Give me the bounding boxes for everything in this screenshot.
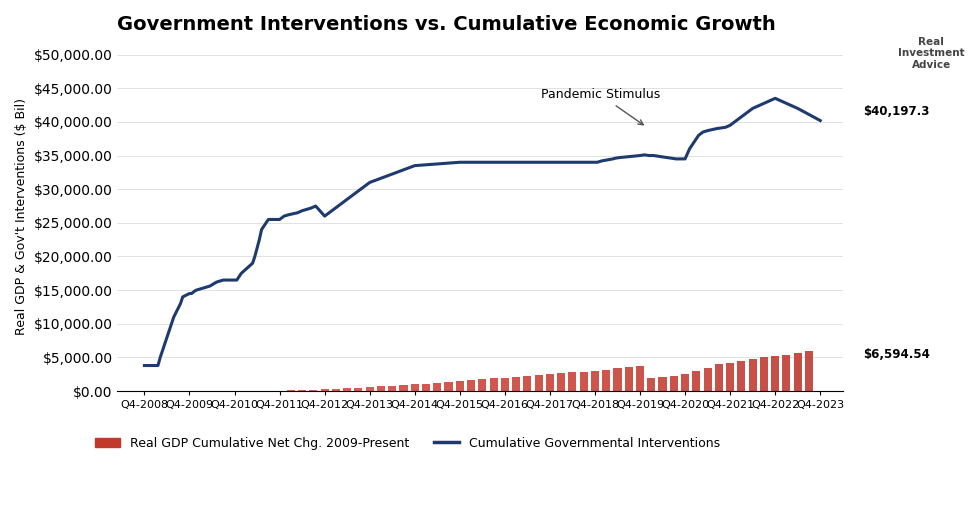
- Bar: [704, 367, 712, 391]
- Bar: [737, 361, 746, 391]
- Bar: [771, 356, 779, 391]
- Bar: [501, 377, 509, 391]
- Bar: [534, 375, 543, 391]
- Text: Pandemic Stimulus: Pandemic Stimulus: [541, 88, 660, 125]
- Bar: [613, 368, 621, 391]
- Bar: [343, 388, 351, 391]
- Text: $40,197.3: $40,197.3: [863, 105, 929, 118]
- Bar: [433, 383, 442, 391]
- Bar: [410, 384, 419, 391]
- Bar: [636, 365, 644, 391]
- Bar: [467, 380, 475, 391]
- Bar: [782, 355, 791, 391]
- Bar: [388, 386, 396, 391]
- Bar: [681, 374, 689, 391]
- Bar: [726, 363, 734, 391]
- Bar: [400, 385, 408, 391]
- Text: $6,594.54: $6,594.54: [863, 348, 930, 361]
- Bar: [321, 389, 329, 391]
- Bar: [603, 370, 610, 391]
- Bar: [580, 372, 588, 391]
- Bar: [658, 377, 667, 391]
- Text: Government Interventions vs. Cumulative Economic Growth: Government Interventions vs. Cumulative …: [117, 15, 776, 34]
- Bar: [445, 382, 452, 391]
- Bar: [422, 384, 430, 391]
- Bar: [805, 351, 813, 391]
- Legend: Real GDP Cumulative Net Chg. 2009-Present, Cumulative Governmental Interventions: Real GDP Cumulative Net Chg. 2009-Presen…: [90, 432, 725, 455]
- Bar: [760, 358, 768, 391]
- Bar: [366, 387, 373, 391]
- Bar: [625, 367, 633, 391]
- Bar: [332, 389, 340, 391]
- Bar: [455, 381, 464, 391]
- Bar: [568, 372, 576, 391]
- Bar: [670, 376, 678, 391]
- Bar: [524, 376, 531, 391]
- Bar: [557, 373, 565, 391]
- Bar: [512, 377, 521, 391]
- Bar: [298, 390, 306, 391]
- Bar: [479, 379, 487, 391]
- Bar: [715, 364, 722, 391]
- Bar: [749, 359, 757, 391]
- Bar: [794, 353, 801, 391]
- Bar: [377, 386, 385, 391]
- Bar: [591, 371, 599, 391]
- Bar: [489, 378, 497, 391]
- Y-axis label: Real GDP & Gov't Interventions ($ Bil): Real GDP & Gov't Interventions ($ Bil): [15, 98, 28, 335]
- Bar: [309, 390, 318, 391]
- Bar: [546, 374, 554, 391]
- Bar: [647, 377, 655, 391]
- Bar: [287, 390, 294, 391]
- Bar: [692, 371, 700, 391]
- Text: Real
Investment
Advice: Real Investment Advice: [898, 37, 964, 70]
- Bar: [354, 388, 363, 391]
